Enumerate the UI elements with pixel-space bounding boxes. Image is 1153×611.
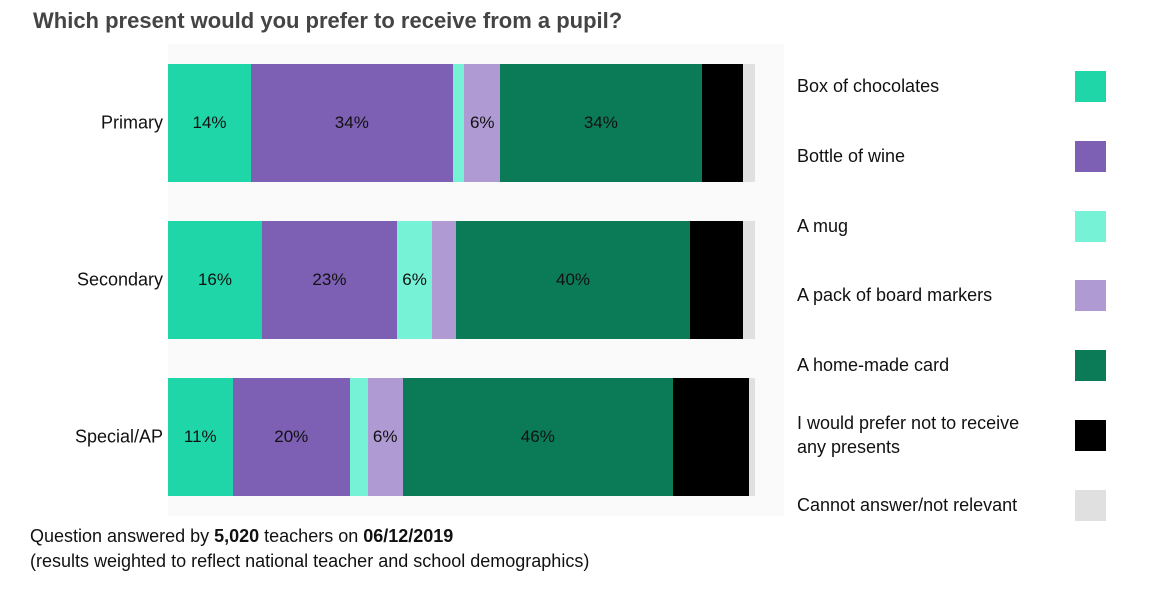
bar-segment bbox=[743, 64, 755, 182]
data-label: 34% bbox=[334, 113, 369, 132]
category-label: Secondary bbox=[76, 269, 163, 290]
bar-segment bbox=[349, 378, 368, 496]
data-label: 6% bbox=[372, 427, 398, 446]
bar-segment bbox=[168, 64, 251, 182]
data-label: 34% bbox=[583, 113, 618, 132]
data-label: 46% bbox=[520, 427, 555, 446]
footer-line-2: (results weighted to reflect national te… bbox=[30, 551, 590, 571]
bar-segment bbox=[749, 378, 755, 496]
bar-segment bbox=[168, 221, 262, 339]
category-label: Special/AP bbox=[74, 426, 163, 447]
bar-segment bbox=[261, 221, 397, 339]
legend-swatch bbox=[1075, 71, 1106, 102]
data-label: 40% bbox=[556, 270, 591, 289]
bar-segment bbox=[402, 378, 673, 496]
bar-row-special-ap: 11% 20% 6% 46% bbox=[168, 378, 755, 496]
legend-swatch bbox=[1075, 420, 1106, 451]
data-label: 11% bbox=[183, 427, 217, 446]
legend-swatch bbox=[1075, 211, 1106, 242]
data-label: 20% bbox=[274, 427, 309, 446]
data-label: 14% bbox=[192, 113, 227, 132]
bar-segment bbox=[743, 221, 755, 339]
data-label: 6% bbox=[469, 113, 495, 132]
bar-segment bbox=[690, 221, 744, 339]
bar-segment bbox=[367, 378, 403, 496]
footer-prefix: Question answered by bbox=[30, 526, 215, 546]
legend-swatch bbox=[1075, 350, 1106, 381]
bar-segment bbox=[232, 378, 350, 496]
bar-row-secondary: 16% 23% 6% 40% bbox=[168, 221, 755, 339]
chart-title: Which present would you prefer to receiv… bbox=[33, 8, 623, 33]
legend-label: I would prefer not to receive any presen… bbox=[797, 413, 1020, 457]
bar-segment bbox=[168, 378, 233, 496]
bar-segment bbox=[500, 64, 702, 182]
respondent-count: 5,020 bbox=[214, 526, 260, 546]
footer-note: Question answered by 5,020 teachers on 0… bbox=[30, 524, 589, 574]
bar-segment bbox=[455, 221, 691, 339]
legend-label: A home-made card bbox=[797, 355, 950, 375]
legend-label: A pack of board markers bbox=[797, 285, 993, 305]
legend-label: A mug bbox=[797, 216, 849, 236]
data-label: 6% bbox=[402, 270, 427, 289]
bar-segment bbox=[672, 378, 750, 496]
legend-swatch bbox=[1075, 490, 1106, 521]
legend-label: Bottle of wine bbox=[797, 146, 906, 166]
bar-segment bbox=[464, 64, 501, 182]
category-label: Primary bbox=[101, 112, 163, 133]
data-label: 23% bbox=[312, 270, 347, 289]
bar-segment bbox=[251, 64, 453, 182]
legend-label: Cannot answer/not relevant bbox=[797, 495, 1018, 515]
legend-swatch bbox=[1075, 280, 1106, 311]
bar-segment bbox=[701, 64, 744, 182]
bar-segment bbox=[396, 221, 433, 339]
footer-line-1: Question answered by 5,020 teachers on 0… bbox=[30, 524, 589, 549]
legend-label: Box of chocolates bbox=[797, 76, 940, 96]
bar-segment bbox=[432, 221, 456, 339]
data-label: 16% bbox=[197, 270, 232, 289]
bar-segment bbox=[452, 64, 465, 182]
bar-row-primary: 14% 34% 6% 34% bbox=[168, 64, 755, 182]
footer-middle: teachers on bbox=[259, 526, 364, 546]
legend-swatch bbox=[1075, 141, 1106, 172]
survey-date: 06/12/2019 bbox=[363, 526, 454, 546]
